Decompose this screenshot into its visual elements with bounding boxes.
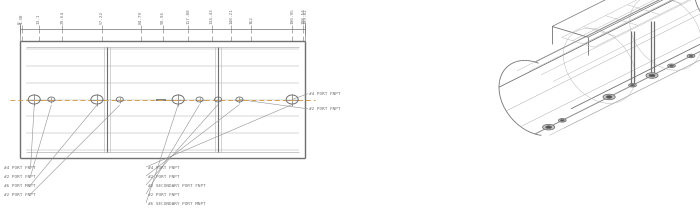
Ellipse shape: [670, 65, 673, 67]
Text: 57.22: 57.22: [99, 11, 104, 24]
Text: 134.43: 134.43: [210, 8, 214, 24]
Text: 1.38: 1.38: [20, 13, 24, 24]
Ellipse shape: [559, 119, 566, 122]
Text: #6 SECONDARY PORT MNPT: #6 SECONDARY PORT MNPT: [148, 202, 206, 206]
Ellipse shape: [689, 55, 693, 57]
Text: 148.21: 148.21: [230, 8, 233, 24]
Text: #2 PORT FNPT: #2 PORT FNPT: [309, 107, 340, 111]
Ellipse shape: [606, 95, 612, 98]
Text: 162: 162: [249, 16, 253, 24]
Ellipse shape: [545, 126, 552, 129]
Ellipse shape: [687, 54, 695, 58]
Text: #4 PORT FNPT: #4 PORT FNPT: [309, 92, 340, 96]
Text: #2 PORT FNPT: #2 PORT FNPT: [148, 193, 179, 197]
Text: 0: 0: [18, 21, 22, 24]
Text: #2 SECONDARY PORT FNPT: #2 SECONDARY PORT FNPT: [148, 184, 206, 188]
Text: 99.96: 99.96: [160, 11, 164, 24]
Text: #2 PORT FNPT: #2 PORT FNPT: [4, 175, 36, 179]
Ellipse shape: [603, 94, 615, 100]
Text: #2 PORT FNPT: #2 PORT FNPT: [148, 175, 179, 179]
Text: #4 PORT FNPT: #4 PORT FNPT: [4, 166, 36, 170]
Text: #4 PORT FNPT: #4 PORT FNPT: [148, 166, 179, 170]
Text: #2 PORT FNPT: #2 PORT FNPT: [4, 193, 36, 197]
Ellipse shape: [542, 124, 554, 130]
Text: 13.1: 13.1: [36, 13, 41, 24]
Ellipse shape: [668, 64, 676, 67]
Ellipse shape: [631, 84, 634, 86]
Ellipse shape: [629, 84, 636, 87]
Ellipse shape: [649, 74, 655, 77]
Text: 29.64: 29.64: [60, 11, 64, 24]
Text: #6 PORT MNPT: #6 PORT MNPT: [4, 184, 36, 188]
Text: 190.95: 190.95: [290, 8, 294, 24]
Text: 199.82: 199.82: [303, 8, 307, 24]
Text: 117.88: 117.88: [186, 8, 190, 24]
Text: 198.54: 198.54: [301, 8, 305, 24]
Text: 84.79: 84.79: [139, 11, 143, 24]
Ellipse shape: [646, 73, 658, 78]
Ellipse shape: [561, 119, 564, 121]
